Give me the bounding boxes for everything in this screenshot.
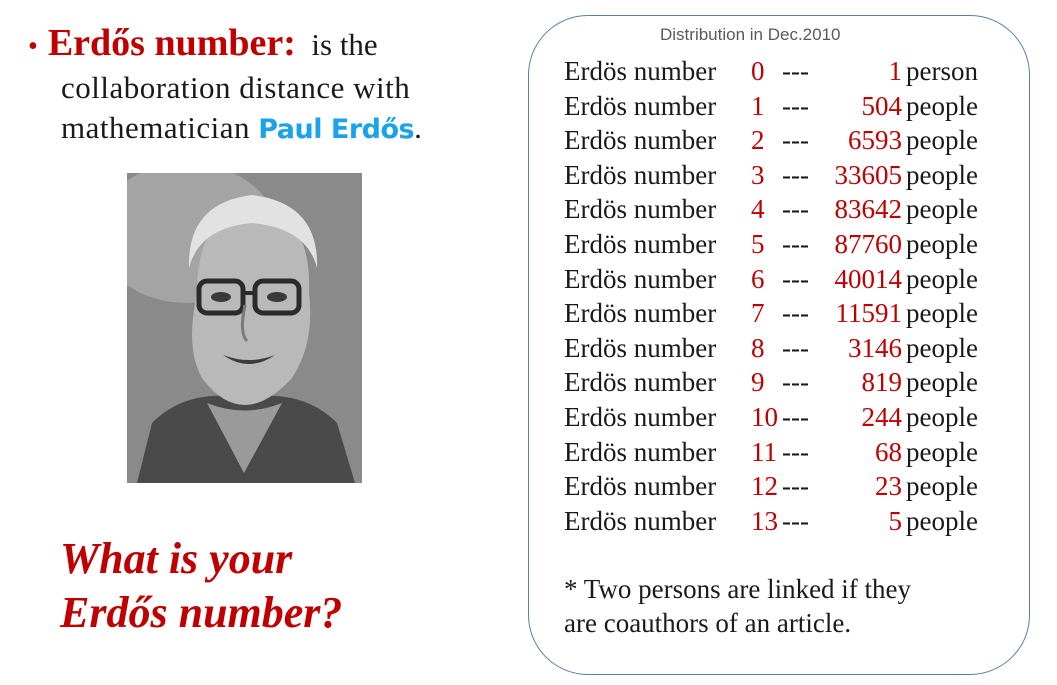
row-unit: people [906, 401, 978, 432]
row-count: 33605 [834, 159, 903, 190]
row-erdos-number: 10 [751, 401, 778, 432]
row-count: 819 [861, 367, 903, 398]
row-count: 5 [888, 505, 903, 536]
footnote: * Two persons are linked if they are coa… [564, 572, 1004, 640]
row-dash: --- [782, 125, 809, 156]
distribution-title: Distribution in Dec.2010 [660, 25, 841, 44]
row-erdos-number: 1 [751, 90, 765, 121]
paul-erdos-name: Paul Erdős [258, 114, 415, 145]
row-count: 68 [875, 436, 902, 467]
row-unit: people [906, 505, 978, 536]
row-unit: people [906, 194, 978, 225]
row-erdos-number: 0 [751, 56, 765, 86]
row-erdos-number: 3 [751, 159, 765, 190]
footnote-line-1: * Two persons are linked if they [564, 574, 912, 604]
row-erdos-number: 7 [751, 298, 765, 329]
definition-period: . [414, 110, 423, 145]
footnote-line-2: are coauthors of an article. [564, 608, 852, 638]
row-unit: people [906, 159, 978, 190]
row-unit: people [906, 332, 978, 363]
row-label: Erdös number [564, 401, 717, 432]
row-dash: --- [782, 263, 809, 294]
row-label: Erdös number [564, 194, 717, 225]
row-erdos-number: 4 [751, 194, 765, 225]
row-count: 504 [861, 90, 903, 121]
row-unit: people [906, 228, 978, 259]
row-unit: people [906, 471, 978, 502]
row-label: Erdös number [564, 471, 717, 502]
row-unit: people [906, 298, 978, 329]
row-label: Erdös number [564, 90, 717, 121]
row-erdos-number: 8 [751, 332, 765, 363]
row-erdos-number: 9 [751, 367, 765, 398]
row-label: Erdös number [564, 125, 717, 156]
row-count: 40014 [834, 263, 903, 294]
row-count: 6593 [848, 125, 902, 156]
row-count: 23 [875, 471, 902, 502]
question-line-1: What is your [60, 534, 293, 583]
definition-text-3: mathematician [61, 110, 250, 145]
row-dash: --- [782, 505, 809, 536]
row-unit: people [906, 263, 978, 294]
row-count: 87760 [834, 228, 903, 259]
row-dash: --- [782, 194, 809, 225]
row-unit: people [906, 125, 978, 156]
row-dash: --- [782, 367, 809, 398]
row-count: 244 [861, 401, 903, 432]
question-text: What is your Erdős number? [60, 532, 440, 640]
row-dash: --- [782, 228, 809, 259]
definition-text-1: is the [311, 27, 378, 62]
portrait-photo [127, 173, 362, 483]
bullet: • [28, 31, 38, 62]
row-dash: --- [782, 298, 809, 329]
row-dash: --- [782, 436, 809, 467]
row-unit: person [906, 56, 978, 86]
row-erdos-number: 13 [751, 505, 778, 536]
row-unit: people [906, 367, 978, 398]
definition-line-3: mathematician Paul Erdős. [28, 108, 498, 150]
question-line-2: Erdős number? [60, 588, 343, 637]
term-erdos-number: Erdős number: [47, 22, 296, 64]
definition-block: • Erdős number: is the collaboration dist… [28, 22, 498, 150]
row-label: Erdös number [564, 436, 717, 467]
definition-line-2: collaboration distance with [61, 70, 411, 105]
distribution-panel [528, 15, 1030, 675]
row-count: 3146 [848, 332, 902, 363]
row-label: Erdös number [564, 228, 717, 259]
row-label: Erdös number [564, 367, 717, 398]
row-erdos-number: 5 [751, 228, 765, 259]
row-erdos-number: 6 [751, 263, 765, 294]
row-dash: --- [782, 90, 809, 121]
row-dash: --- [782, 471, 809, 502]
row-erdos-number: 12 [751, 471, 778, 502]
row-erdos-number: 2 [751, 125, 765, 156]
portrait-illustration [127, 173, 362, 483]
row-label: Erdös number [564, 298, 717, 329]
row-label: Erdös number [564, 505, 717, 536]
row-label: Erdös number [564, 263, 717, 294]
row-unit: people [906, 90, 978, 121]
row-label: Erdös number [564, 56, 717, 86]
definition-line-1: • Erdős number: is the [28, 22, 498, 68]
row-count: 1 [888, 56, 903, 86]
row-count: 11591 [835, 298, 903, 329]
row-erdos-number: 11 [751, 436, 777, 467]
row-count: 83642 [834, 194, 903, 225]
row-label: Erdös number [564, 159, 717, 190]
row-unit: people [906, 436, 978, 467]
row-dash: --- [782, 56, 809, 86]
row-dash: --- [782, 401, 809, 432]
row-dash: --- [782, 159, 809, 190]
row-dash: --- [782, 332, 809, 363]
row-label: Erdös number [564, 332, 717, 363]
